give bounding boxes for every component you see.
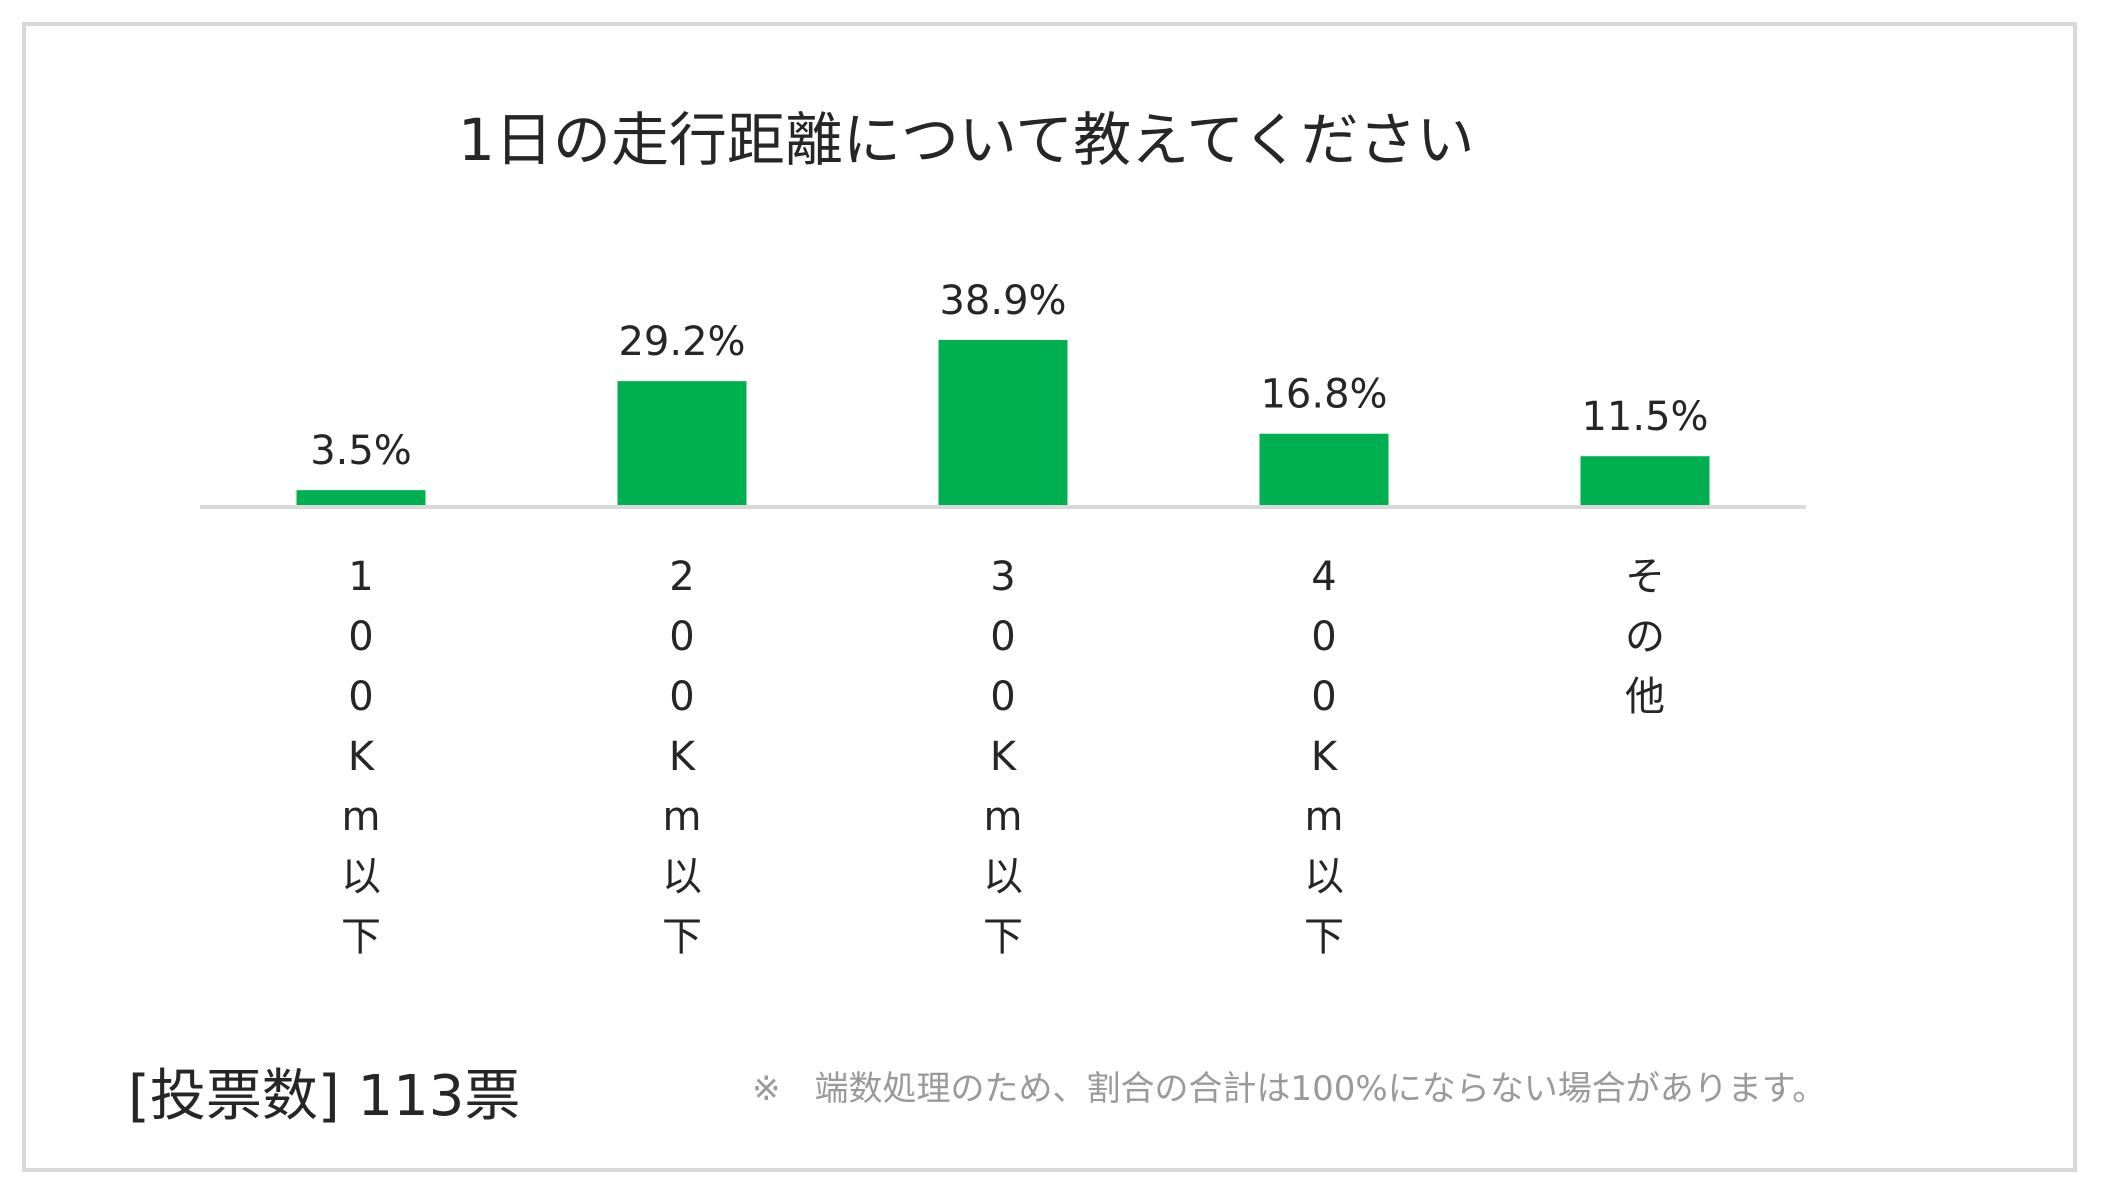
data-label-2: 29.2% (618, 319, 745, 365)
category-label-char: 1 (348, 554, 373, 600)
category-label-char: K (669, 734, 697, 780)
category-label-char: 0 (990, 674, 1015, 720)
value-labels-group: 3.5% 29.2% 38.9% 16.8% 11.5% (310, 278, 1708, 474)
category-label-char: m (663, 794, 702, 840)
bar-3 (938, 340, 1068, 505)
category-label-char: そ (1625, 554, 1665, 600)
category-label-char: 4 (1311, 554, 1336, 600)
bar-1 (296, 490, 426, 505)
category-label-char: 下 (341, 914, 381, 960)
bar-4 (1259, 433, 1389, 505)
bars-group (296, 340, 1710, 505)
category-label-char: 0 (669, 674, 694, 720)
category-label-char: 3 (990, 554, 1015, 600)
category-label-char: K (990, 734, 1018, 780)
category-label-char: 下 (983, 914, 1023, 960)
data-label-4: 16.8% (1260, 372, 1387, 418)
category-label-char: 0 (1311, 674, 1336, 720)
category-label-char: 以 (1304, 854, 1344, 900)
category-label-char: 以 (341, 854, 381, 900)
slide-frame (22, 22, 2077, 1172)
category-label-char: 0 (1311, 614, 1336, 660)
category-label-char: m (1305, 794, 1344, 840)
category-label-char: 0 (669, 614, 694, 660)
vote-count-label: [投票数] 113票 (128, 1064, 520, 1129)
category-label-char: K (1311, 734, 1339, 780)
data-label-3: 38.9% (939, 278, 1066, 324)
category-label-char: 2 (669, 554, 694, 600)
category-label-char: 以 (983, 854, 1023, 900)
category-label-char: の (1625, 614, 1665, 660)
bar-2 (617, 381, 747, 505)
rounding-footnote: ※ 端数処理のため、割合の合計は100%にならない場合があります。 (752, 1069, 1826, 1109)
data-label-1: 3.5% (310, 428, 412, 474)
category-label-char: 0 (348, 674, 373, 720)
category-label-char: 下 (1304, 914, 1344, 960)
category-label-char: 0 (348, 614, 373, 660)
category-label-char: 以 (662, 854, 702, 900)
category-label-char: 下 (662, 914, 702, 960)
category-label-char: m (984, 794, 1023, 840)
bar-5 (1580, 456, 1710, 505)
category-label-char: 0 (990, 614, 1015, 660)
data-label-5: 11.5% (1581, 394, 1708, 440)
category-label-char: K (348, 734, 376, 780)
category-label-char: m (342, 794, 381, 840)
category-label-5: その他 (1625, 554, 1665, 720)
category-label-char: 他 (1625, 674, 1665, 720)
chart-title: 1日の走行距離について教えてください (458, 106, 1475, 174)
